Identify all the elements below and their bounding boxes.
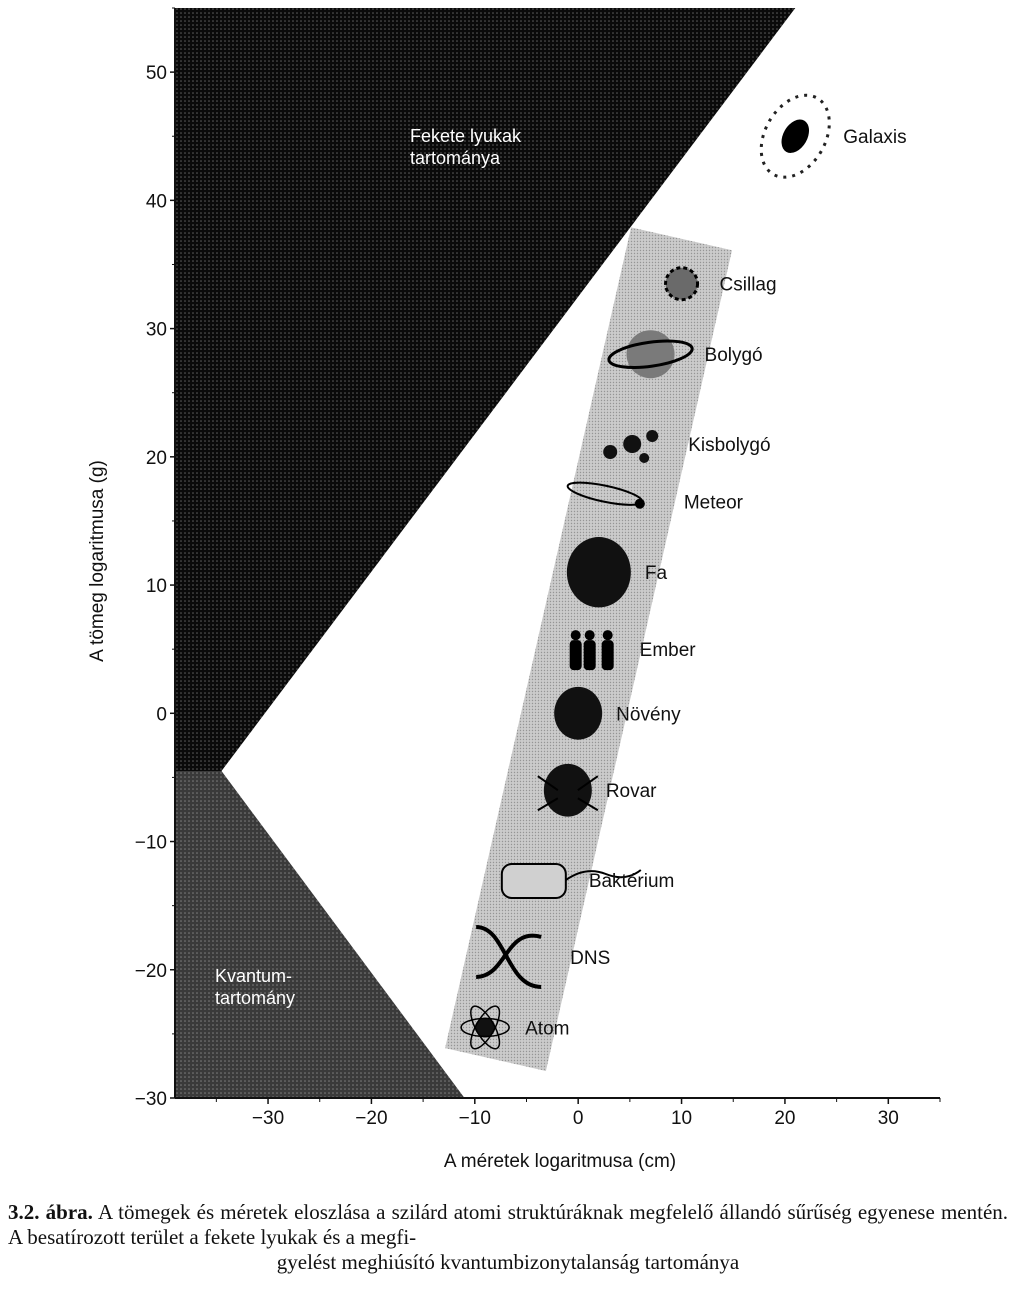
galaxy-arm-icon: [759, 93, 831, 179]
meteor-icon: [634, 498, 645, 509]
object-label: Bolygó: [705, 345, 763, 366]
object-label: Fa: [645, 563, 668, 584]
atom-orbit-icon: [460, 1017, 510, 1038]
y-tick-label: −30: [135, 1089, 167, 1110]
region-texture-0: [175, 8, 796, 771]
axes-layer: −30 −20 −10 0 10 20 30 40 50 −30 −20 −10 0 10 20 30: [135, 7, 941, 1129]
object-atom: Atom: [460, 1005, 569, 1050]
planet-icon: [626, 330, 675, 379]
person-body-icon: [569, 640, 582, 671]
object-label: Kisbolygó: [688, 435, 770, 456]
region-label-0-0: Fekete lyukak: [410, 126, 522, 146]
object-ember: Ember: [569, 630, 697, 671]
asteroid-icon: [623, 435, 642, 453]
y-axis-title: A tömeg logaritmusa (g): [87, 460, 108, 662]
dna-strand-icon: [475, 924, 542, 989]
insect-leg-icon: [537, 797, 559, 812]
person-head-icon: [570, 630, 581, 641]
flagellum-icon: [565, 869, 642, 881]
atom-orbit-icon: [470, 1005, 501, 1050]
region-texture-1: [175, 771, 465, 1098]
galaxy-core-icon: [781, 119, 810, 153]
object-csillag: Csillag: [664, 266, 777, 302]
person-body-icon: [601, 640, 614, 671]
object-label: Meteor: [684, 493, 744, 514]
x-tick-label: 30: [878, 1108, 899, 1129]
x-tick-label: 0: [573, 1108, 584, 1129]
object-galaxis: Galaxis: [759, 93, 907, 179]
y-tick-label: 20: [146, 448, 167, 469]
caption-number: 3.2. ábra.: [8, 1200, 93, 1224]
caption-last-line: gyelést meghiúsító kvantumbizonytalanság…: [276, 1250, 740, 1274]
object-meteor: Meteor: [566, 481, 744, 514]
x-axis-title: A méretek logaritmusa (cm): [444, 1151, 676, 1172]
atom-orbit-icon: [470, 1005, 501, 1050]
object-label: Csillag: [720, 275, 777, 296]
object-label: Rovar: [606, 781, 657, 802]
object-kisbolygó: Kisbolygó: [603, 430, 771, 463]
atom-nucleus-icon: [475, 1017, 496, 1038]
y-tick-label: 0: [156, 704, 167, 725]
y-tick-label: 10: [146, 576, 167, 597]
region-label-1-0: Kvantum-: [215, 966, 292, 986]
region-label-0-1: tartománya: [410, 148, 501, 168]
x-tick-label: −30: [252, 1108, 284, 1129]
planet-ring-icon: [607, 339, 694, 369]
object-fa: Fa: [566, 537, 668, 608]
object-dns: DNS: [475, 924, 610, 989]
bacterium-icon: [500, 863, 567, 899]
object-növény: Növény: [554, 686, 681, 740]
x-tick-label: −10: [459, 1108, 491, 1129]
x-tick-label: 10: [671, 1108, 692, 1129]
star-icon: [664, 266, 700, 302]
insect-leg-icon: [577, 775, 599, 792]
object-label: Galaxis: [843, 127, 906, 148]
figure-caption: 3.2. ábra. A tömegek és méretek eloszlás…: [8, 1200, 1008, 1275]
y-tick-label: 30: [146, 320, 167, 341]
object-label: Atom: [525, 1018, 569, 1039]
person-head-icon: [602, 630, 613, 641]
asteroid-icon: [639, 453, 650, 463]
object-label: Növény: [616, 704, 681, 725]
asteroid-icon: [603, 445, 618, 459]
insect-leg-icon: [537, 775, 559, 792]
x-tick-label: −20: [355, 1108, 387, 1129]
y-tick-label: −10: [135, 833, 167, 854]
object-label: Baktérium: [589, 871, 675, 892]
object-rovar: Rovar: [537, 763, 657, 817]
object-label: DNS: [570, 948, 610, 969]
region-label-1-1: tartomány: [215, 988, 295, 1008]
object-bolygó: Bolygó: [607, 330, 763, 379]
person-head-icon: [584, 630, 595, 641]
object-label: Ember: [640, 640, 697, 661]
insect-leg-icon: [577, 797, 599, 812]
objects-layer: Galaxis Csillag Bolygó Kisbolygó Meteor Fa Emb…: [460, 93, 907, 1050]
plant-icon: [554, 686, 603, 740]
asteroid-icon: [646, 430, 659, 442]
tree-icon: [566, 537, 631, 608]
x-tick-label: 20: [774, 1108, 795, 1129]
object-baktérium: Baktérium: [500, 863, 675, 899]
dna-strand-icon: [475, 933, 542, 979]
y-tick-label: −20: [135, 961, 167, 982]
insect-icon: [543, 763, 592, 817]
y-tick-label: 50: [146, 63, 167, 84]
caption-text: A tömegek és méretek eloszlása a szilárd…: [8, 1200, 1009, 1249]
y-tick-label: 40: [146, 191, 167, 212]
person-body-icon: [583, 640, 596, 671]
